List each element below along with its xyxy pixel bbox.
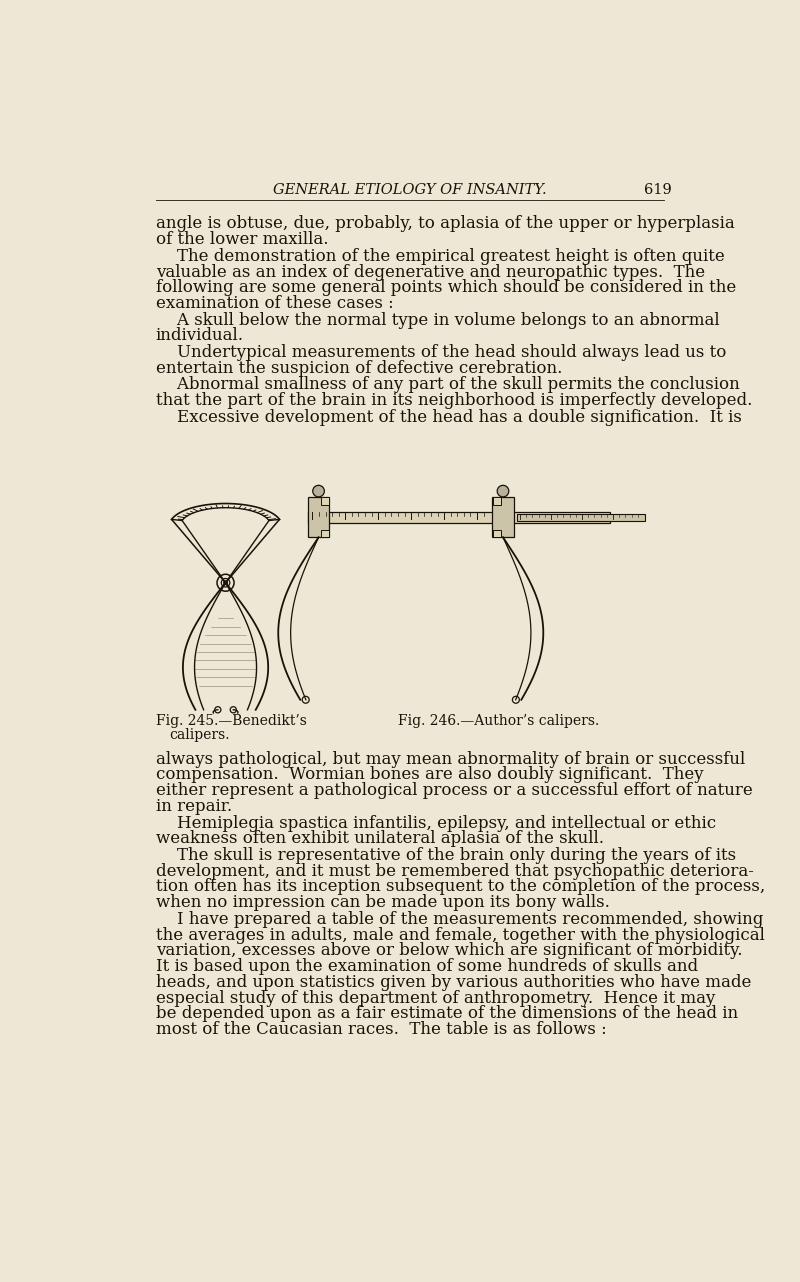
Text: that the part of the brain in its neighborhood is imperfectly developed.: that the part of the brain in its neighb… [156, 392, 752, 409]
Text: most of the Caucasian races.  The table is as follows :: most of the Caucasian races. The table i… [156, 1022, 606, 1038]
Text: always pathological, but may mean abnormality of brain or successful: always pathological, but may mean abnorm… [156, 750, 745, 768]
Text: weakness often exhibit unilateral aplasia of the skull.: weakness often exhibit unilateral aplasi… [156, 831, 604, 847]
Text: Hemiplegia spastica infantilis, epilepsy, and intellectual or ethic: Hemiplegia spastica infantilis, epilepsy… [156, 814, 716, 832]
Text: of the lower maxilla.: of the lower maxilla. [156, 231, 328, 249]
Bar [308, 512, 610, 523]
Text: A skull below the normal type in volume belongs to an abnormal: A skull below the normal type in volume … [156, 312, 719, 328]
Bar [517, 514, 645, 520]
Text: The demonstration of the empirical greatest height is often quite: The demonstration of the empirical great… [156, 247, 725, 265]
Text: either represent a pathological process or a successful effort of nature: either represent a pathological process … [156, 782, 753, 799]
Text: GENERAL ETIOLOGY OF INSANITY.: GENERAL ETIOLOGY OF INSANITY. [273, 183, 547, 197]
Text: following are some general points which should be considered in the: following are some general points which … [156, 279, 736, 296]
Text: calipers.: calipers. [170, 728, 230, 742]
Text: heads, and upon statistics given by various authorities who have made: heads, and upon statistics given by vari… [156, 974, 751, 991]
Text: tion often has its inception subsequent to the completion of the process,: tion often has its inception subsequent … [156, 878, 765, 895]
Text: Abnormal smallness of any part of the skull permits the conclusion: Abnormal smallness of any part of the sk… [156, 377, 739, 394]
Text: be depended upon as a fair estimate of the dimensions of the head in: be depended upon as a fair estimate of t… [156, 1005, 738, 1023]
Text: The skull is representative of the brain only during the years of its: The skull is representative of the brain… [156, 847, 736, 864]
Bar [493, 529, 501, 537]
Text: Undertypical measurements of the head should always lead us to: Undertypical measurements of the head sh… [156, 344, 726, 362]
Text: the averages in adults, male and female, together with the physiological: the averages in adults, male and female,… [156, 927, 765, 944]
Bar [321, 497, 329, 505]
Text: Excessive development of the head has a double signification.  It is: Excessive development of the head has a … [156, 409, 742, 426]
Text: valuable as an index of degenerative and neuropathic types.  The: valuable as an index of degenerative and… [156, 264, 705, 281]
Text: in repair.: in repair. [156, 797, 232, 815]
Text: examination of these cases :: examination of these cases : [156, 295, 394, 312]
Circle shape [497, 486, 509, 497]
Text: 619: 619 [644, 183, 672, 197]
Bar [492, 497, 514, 537]
Text: compensation.  Wormian bones are also doubly significant.  They: compensation. Wormian bones are also dou… [156, 767, 703, 783]
Text: I have prepared a table of the measurements recommended, showing: I have prepared a table of the measureme… [156, 910, 763, 928]
Bar [308, 497, 330, 537]
Text: Fig. 246.—Author’s calipers.: Fig. 246.—Author’s calipers. [398, 714, 600, 728]
Text: especial study of this department of anthropometry.  Hence it may: especial study of this department of ant… [156, 990, 715, 1006]
Text: angle is obtuse, due, probably, to aplasia of the upper or hyperplasia: angle is obtuse, due, probably, to aplas… [156, 215, 734, 232]
Circle shape [313, 486, 324, 497]
Text: It is based upon the examination of some hundreds of skulls and: It is based upon the examination of some… [156, 958, 698, 976]
Text: entertain the suspicion of defective cerebration.: entertain the suspicion of defective cer… [156, 360, 562, 377]
Text: individual.: individual. [156, 327, 244, 345]
Text: Fig. 245.—Benedikt’s: Fig. 245.—Benedikt’s [156, 714, 306, 728]
Text: development, and it must be remembered that psychopathic deteriora-: development, and it must be remembered t… [156, 863, 754, 879]
Text: variation, excesses above or below which are significant of morbidity.: variation, excesses above or below which… [156, 942, 742, 959]
Bar [321, 529, 329, 537]
Bar [493, 497, 501, 505]
Text: when no impression can be made upon its bony walls.: when no impression can be made upon its … [156, 895, 610, 912]
